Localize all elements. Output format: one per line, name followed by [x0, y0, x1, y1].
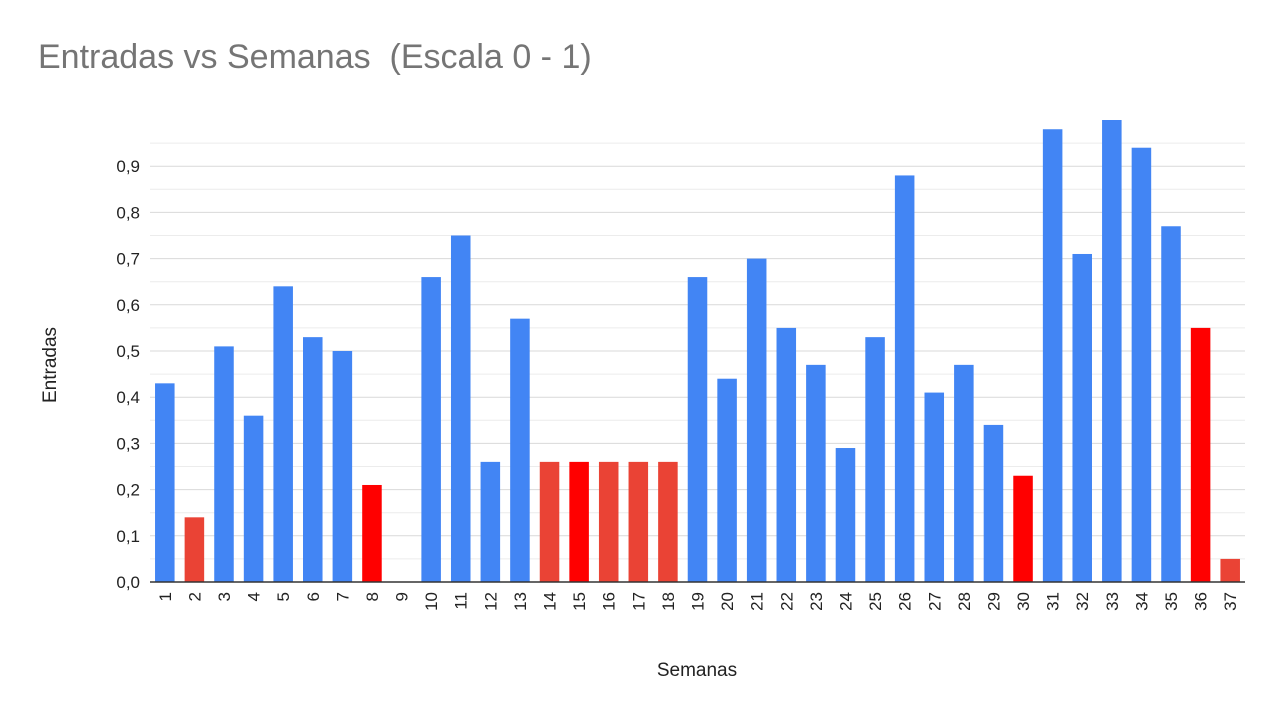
y-tick-label: 0,5 [116, 342, 140, 361]
x-tick-label: 19 [689, 592, 708, 611]
x-axis-ticks: 1 2 3 4 5 6 7 8 9 10 11 12 13 14 15 16 17 18 19 20 21 22 23 24 2… [156, 592, 1240, 611]
bar-semana-6 [303, 337, 323, 582]
x-tick-label: 8 [363, 592, 382, 601]
bar-semana-7 [332, 351, 353, 582]
bar-semana-20 [717, 378, 737, 582]
bar-semana-5 [273, 286, 293, 582]
bar-semana-12 [480, 461, 501, 582]
y-axis-title: Entradas [40, 327, 61, 403]
bar-semana-19 [687, 277, 708, 582]
bar-semana-23 [806, 364, 826, 582]
y-tick-label: 0,2 [116, 481, 140, 500]
bar-semana-4 [243, 415, 264, 582]
x-tick-label: 6 [304, 592, 323, 601]
x-tick-label: 2 [185, 592, 204, 601]
bar-semana-3 [214, 346, 234, 582]
bar-semana-34 [1131, 147, 1152, 582]
x-tick-label: 31 [1044, 592, 1063, 611]
y-tick-label: 0,1 [116, 527, 140, 546]
x-tick-label: 17 [629, 592, 648, 611]
x-tick-label: 21 [748, 592, 767, 611]
bar-semana-29 [983, 424, 1004, 582]
bar-semana-15 [569, 461, 589, 582]
bar-semana-14 [539, 461, 560, 582]
bar-semana-13 [510, 318, 530, 582]
x-axis-title: Semanas [657, 660, 737, 681]
x-tick-label: 14 [541, 592, 560, 611]
y-tick-label: 0,3 [116, 434, 140, 453]
bar-semana-37 [1220, 558, 1240, 582]
x-tick-label: 9 [393, 592, 412, 601]
x-tick-label: 10 [422, 592, 441, 611]
x-tick-label: 16 [600, 592, 619, 611]
bar-semana-36 [1190, 327, 1211, 582]
y-tick-label: 0,7 [116, 250, 140, 269]
x-tick-label: 33 [1103, 592, 1122, 611]
y-axis-ticks: 0,0 0,1 0,2 0,3 0,4 0,5 0,6 0,7 0,8 0,9 [116, 157, 140, 592]
bar-semana-26 [894, 175, 915, 582]
x-tick-label: 36 [1192, 592, 1211, 611]
bar-semana-8 [362, 484, 382, 582]
bar-semana-10 [421, 277, 441, 582]
x-tick-label: 35 [1162, 592, 1181, 611]
x-tick-label: 7 [333, 592, 352, 601]
x-tick-label: 27 [925, 592, 944, 611]
x-tick-label: 28 [955, 592, 974, 611]
bar-semana-2 [184, 517, 205, 582]
x-tick-label: 22 [777, 592, 796, 611]
y-tick-label: 0,8 [116, 203, 140, 222]
bar-semana-27 [924, 392, 945, 582]
bar-semana-28 [954, 364, 974, 582]
x-tick-label: 30 [1014, 592, 1033, 611]
x-tick-label: 32 [1073, 592, 1092, 611]
x-tick-label: 12 [481, 592, 500, 611]
x-tick-label: 23 [807, 592, 826, 611]
bar-semana-24 [835, 448, 856, 582]
bar-semana-16 [598, 461, 619, 582]
x-tick-label: 15 [570, 592, 589, 611]
bar-semana-33 [1102, 120, 1122, 582]
chart-title: Entradas vs Semanas (Escala 0 - 1) [38, 38, 592, 76]
x-tick-label: 34 [1132, 592, 1151, 611]
x-tick-label: 1 [156, 592, 175, 601]
y-tick-label: 0,0 [116, 573, 140, 592]
x-tick-label: 20 [718, 592, 737, 611]
x-tick-label: 37 [1221, 592, 1240, 611]
bar-semana-32 [1072, 253, 1092, 583]
bar-semana-11 [450, 235, 471, 582]
bar-semana-31 [1042, 129, 1063, 583]
x-tick-label: 5 [274, 592, 293, 601]
bar-semana-1 [155, 383, 175, 582]
bar-semana-35 [1161, 226, 1181, 582]
bar-semana-18 [658, 461, 678, 582]
x-tick-label: 11 [452, 592, 471, 610]
y-tick-label: 0,4 [116, 388, 140, 407]
bar-semana-25 [865, 337, 885, 582]
x-tick-label: 3 [215, 592, 234, 601]
x-tick-label: 25 [866, 592, 885, 611]
bar-semana-21 [746, 258, 767, 582]
x-tick-label: 24 [836, 592, 855, 611]
x-tick-label: 18 [659, 592, 678, 611]
x-tick-label: 13 [511, 592, 530, 611]
bar-semana-30 [1013, 475, 1033, 582]
x-tick-label: 26 [896, 592, 915, 611]
y-tick-label: 0,9 [116, 157, 140, 176]
x-tick-label: 29 [984, 592, 1003, 611]
x-tick-label: 4 [245, 592, 264, 601]
bars [155, 120, 1240, 583]
bar-semana-22 [776, 327, 797, 582]
bar-semana-17 [628, 461, 649, 582]
y-tick-label: 0,6 [116, 296, 140, 315]
